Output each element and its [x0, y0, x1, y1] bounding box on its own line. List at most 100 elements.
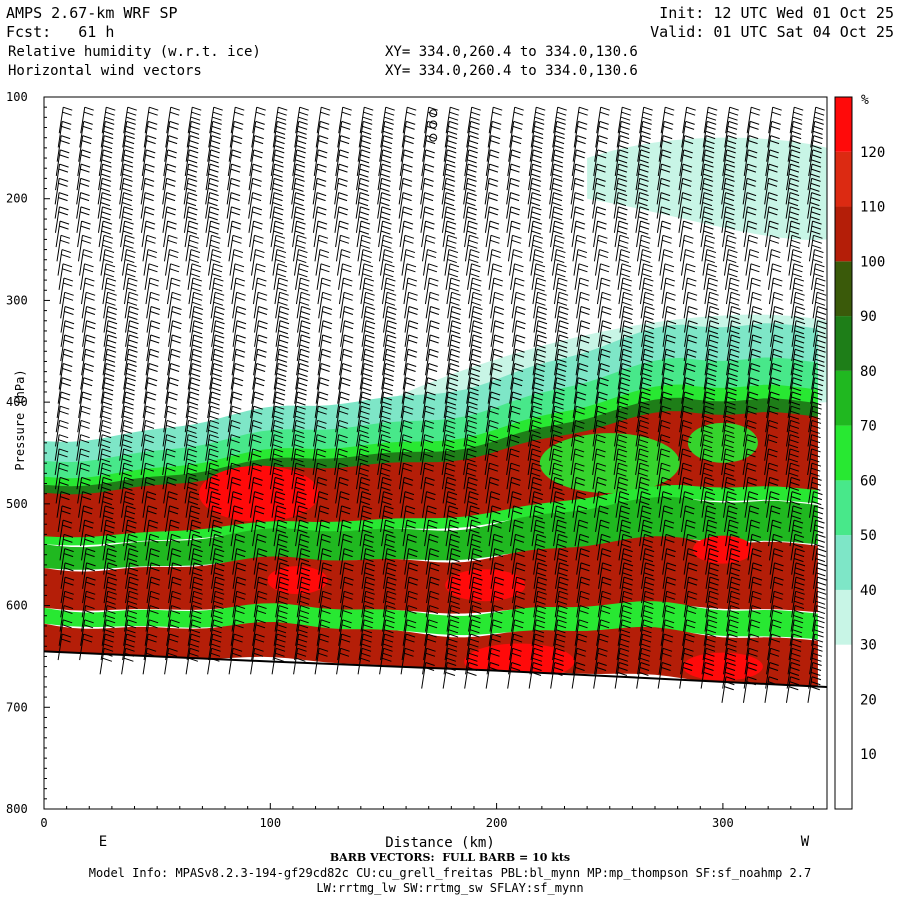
wind-barb: [485, 220, 500, 248]
barb-staff: [275, 292, 281, 319]
barb-flag: [319, 633, 330, 638]
wind-barb: [404, 548, 418, 575]
barb-flag: [405, 382, 415, 387]
barb-flag: [128, 567, 139, 572]
barb-staff: [144, 520, 150, 547]
barb-staff: [463, 420, 469, 447]
barb-staff: [447, 292, 453, 319]
barb-staff: [166, 107, 172, 134]
wind-barb: [469, 562, 483, 589]
barb-flag: [103, 396, 113, 401]
barb-flag: [252, 211, 262, 216]
wind-barb: [248, 206, 263, 233]
barb-flag: [187, 197, 197, 202]
barb-staff: [398, 192, 404, 219]
barb-staff: [490, 548, 496, 575]
barb-flag: [403, 206, 413, 211]
barb-flag: [236, 548, 246, 553]
barb-staff: [445, 619, 451, 646]
barb-staff: [510, 520, 516, 547]
barb-flag: [235, 106, 245, 111]
barb-flag: [516, 334, 526, 339]
wind-barb: [209, 106, 223, 134]
barb-staff: [315, 505, 321, 532]
barb-staff: [167, 548, 173, 575]
wind-barb: [401, 633, 416, 661]
wind-barb: [123, 277, 138, 305]
wind-barb: [507, 662, 521, 689]
barb-staff: [507, 477, 513, 504]
barb-flag: [468, 476, 478, 481]
barb-flag: [232, 647, 243, 652]
barb-flag: [208, 458, 218, 463]
wind-barb: [357, 234, 372, 262]
barb-flag: [123, 467, 133, 472]
barb-staff: [398, 434, 404, 461]
barb-staff: [442, 662, 448, 689]
barb-flag: [208, 472, 218, 477]
wind-barb: [361, 590, 375, 618]
barb-flag: [172, 334, 182, 339]
barb-flag: [493, 296, 504, 301]
wind-barb: [101, 263, 116, 290]
wind-barb: [292, 476, 306, 504]
barb-flag: [319, 125, 329, 130]
barb-flag: [338, 462, 349, 467]
barb-flag: [103, 647, 114, 652]
barb-flag: [360, 462, 370, 467]
barb-flag: [86, 306, 96, 311]
wind-barb: [339, 348, 353, 376]
barb-staff: [359, 363, 365, 390]
wind-barb: [248, 192, 262, 219]
barb-staff: [187, 107, 193, 134]
barb-flag: [126, 529, 136, 534]
barb-staff: [404, 548, 410, 575]
barb-staff: [465, 648, 471, 675]
barb-staff: [467, 107, 473, 134]
barb-staff: [528, 164, 534, 191]
barb-flag: [272, 202, 283, 207]
barb-flag: [102, 481, 112, 486]
barb-flag: [148, 619, 159, 624]
barb-flag: [383, 130, 393, 135]
wind-barb: [124, 348, 138, 376]
wind-barb: [189, 291, 203, 319]
barb-staff: [274, 277, 280, 305]
wind-barb: [80, 363, 94, 390]
barb-flag: [555, 135, 565, 140]
barb-flag: [301, 334, 311, 339]
barb-staff: [292, 149, 298, 176]
barb-flag: [488, 448, 499, 453]
barb-flag: [275, 387, 286, 392]
barb-staff: [232, 548, 238, 575]
barb-flag: [509, 439, 520, 444]
barb-staff: [79, 121, 85, 148]
barb-flag: [467, 462, 478, 467]
barb-flag: [559, 334, 569, 339]
barb-flag: [297, 643, 307, 648]
wind-barb: [489, 348, 504, 376]
wind-barb: [228, 135, 243, 162]
barb-flag: [60, 140, 70, 145]
barb-flag: [301, 590, 311, 595]
barb-staff: [122, 121, 128, 148]
wind-barb: [575, 277, 590, 305]
barb-flag: [493, 553, 504, 558]
barb-flag: [402, 434, 413, 439]
barb-flag: [233, 633, 244, 638]
barb-flag: [470, 249, 480, 254]
barb-flag: [641, 130, 651, 135]
wind-barb: [249, 234, 264, 262]
barb-flag: [276, 638, 286, 643]
wind-barb: [103, 306, 118, 333]
barb-flag: [62, 111, 72, 116]
barb-flag: [362, 529, 373, 534]
barb-flag: [104, 529, 115, 534]
barb-flag: [299, 263, 309, 268]
barb-flag: [252, 225, 263, 230]
barb-flag: [275, 396, 285, 401]
barb-flag: [339, 496, 350, 501]
barb-flag: [447, 515, 457, 520]
wind-barb: [464, 149, 478, 176]
